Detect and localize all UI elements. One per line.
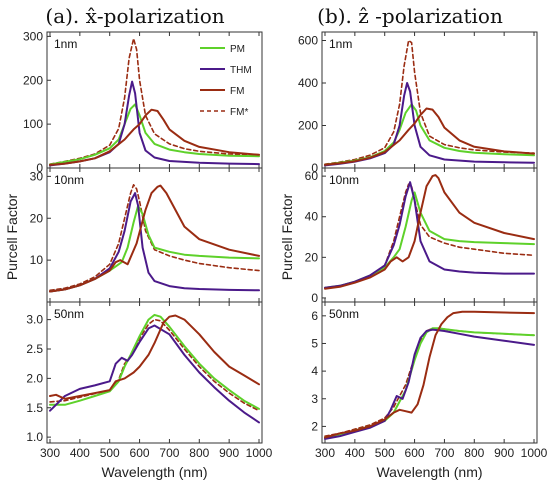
panel-b-10nm: 0 20 40 60 10nm	[305, 167, 538, 305]
series-line-fm-star	[49, 184, 260, 292]
x-tick-label: 600	[130, 446, 150, 460]
y-tick-label: 0	[311, 161, 318, 175]
y-tick-label: 40	[305, 210, 319, 224]
series-group	[49, 37, 260, 167]
series-group	[324, 39, 535, 167]
series-group	[324, 174, 535, 290]
y-tick-label: 200	[23, 73, 43, 87]
series-line-fm	[324, 174, 535, 290]
panel-a-50nm: 1.0 1.5 2.0 2.5 3.0 50nm	[26, 301, 263, 444]
series-line-fm-star	[324, 183, 535, 289]
y-tick-label: 20	[30, 211, 44, 225]
y-tick-label: 300	[23, 29, 43, 43]
panel-label: 50nm	[54, 307, 84, 321]
series-line-fm	[49, 108, 260, 166]
x-tick-label: 1000	[521, 446, 548, 460]
y-tick-label: 3	[311, 392, 318, 406]
y-tick-label: 400	[298, 76, 318, 90]
x-tick-label: 900	[494, 446, 514, 460]
y-tick-label: 30	[30, 169, 44, 183]
series-line-fm-star	[324, 327, 535, 437]
y-axis-title: Purcell Factor	[4, 193, 20, 280]
y-tick-label: 2.0	[26, 371, 43, 385]
panel-a-10nm: 10 20 30 10nm	[30, 167, 263, 303]
series-group	[49, 313, 260, 424]
y-tick-label: 600	[298, 34, 318, 48]
legend-label: FM	[230, 86, 244, 97]
y-tick-label: 5	[311, 336, 318, 350]
x-tick-label: 400	[345, 446, 365, 460]
y-tick-label: 1.0	[26, 430, 43, 444]
series-line-fm-star	[49, 37, 260, 165]
y-tick-label: 0	[36, 161, 43, 175]
y-tick-label: 200	[298, 119, 318, 133]
legend: PM THM FM FM*	[200, 44, 252, 118]
series-line-thm	[324, 181, 535, 289]
panel-b-50nm: 2 3 4 5 6 50nm	[311, 301, 538, 444]
y-tick-label: 1.5	[26, 401, 43, 415]
y-axis-title: Purcell Factor	[279, 193, 295, 280]
y-tick-label: 0	[311, 291, 318, 305]
x-tick-label: 1000	[246, 446, 273, 460]
y-tick-label: 100	[23, 117, 43, 131]
x-tick-label: 400	[70, 446, 90, 460]
x-tick-label: 900	[219, 446, 239, 460]
x-tick-label: 700	[434, 446, 454, 460]
y-tick-label: 6	[311, 309, 318, 323]
y-tick-label: 20	[305, 250, 319, 264]
y-tick-label: 2.5	[26, 342, 43, 356]
panel-label: 10nm	[329, 173, 359, 187]
x-tick-label: 800	[464, 446, 484, 460]
title-b: (b). ẑ -polarization	[317, 4, 503, 28]
series-line-thm	[324, 82, 535, 167]
panel-a-1nm: 0 100 200 300 1nm	[23, 29, 263, 175]
series-line-fm	[324, 107, 535, 166]
series-group	[324, 310, 535, 440]
panel-label: 50nm	[329, 307, 359, 321]
x-axis-title: Wavelength (nm)	[101, 464, 207, 480]
y-tick-label: 2	[311, 419, 318, 433]
legend-label: PM	[230, 44, 245, 55]
series-line-pm	[49, 313, 260, 410]
legend-label: THM	[230, 65, 252, 76]
panel-label: 1nm	[329, 37, 352, 51]
legend-label: FM*	[230, 107, 248, 118]
y-tick-label: 4	[311, 364, 318, 378]
series-line-fm	[49, 184, 260, 293]
y-tick-label: 3.0	[26, 313, 43, 327]
x-tick-label: 800	[189, 446, 209, 460]
x-tick-label: 500	[100, 446, 120, 460]
series-line-fm	[49, 314, 260, 400]
series-line-thm	[49, 324, 260, 424]
panel-frame	[321, 301, 538, 444]
series-line-thm	[49, 192, 260, 293]
panel-frame	[46, 301, 263, 444]
panel-frame	[321, 31, 538, 169]
x-tick-label: 300	[40, 446, 60, 460]
x-axis-title: Wavelength (nm)	[376, 464, 482, 480]
x-tick-label: 300	[315, 446, 335, 460]
panel-label: 1nm	[54, 37, 77, 51]
x-tick-label: 500	[375, 446, 395, 460]
x-tick-label: 600	[405, 446, 425, 460]
y-tick-label: 10	[30, 253, 44, 267]
series-group	[49, 184, 260, 293]
x-tick-label: 700	[159, 446, 179, 460]
series-line-pm	[324, 327, 535, 439]
series-line-pm	[49, 103, 260, 166]
panel-label: 10nm	[54, 173, 84, 187]
series-line-fm	[324, 310, 535, 439]
panel-b-1nm: 0 200 400 600 1nm	[298, 31, 538, 175]
y-tick-label: 60	[305, 169, 319, 183]
title-a: (a). x̂-polarization	[45, 4, 224, 28]
series-line-thm	[324, 328, 535, 440]
series-line-fm-star	[324, 39, 535, 165]
